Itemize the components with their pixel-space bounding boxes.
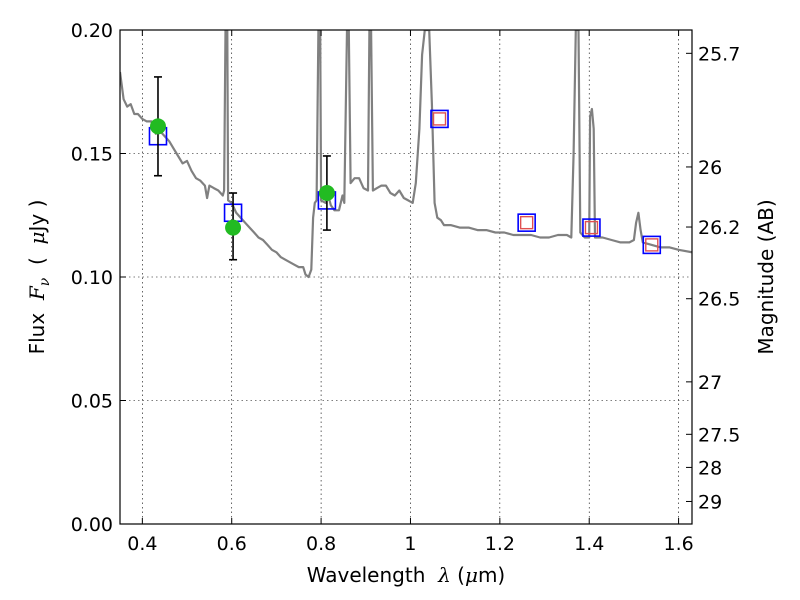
observed-limit-square bbox=[519, 215, 534, 230]
y2-tick-label: 27.5 bbox=[698, 424, 740, 446]
x-tick-label: 0.4 bbox=[127, 533, 157, 555]
observed-photometry-point bbox=[318, 185, 335, 202]
x-tick-label: 1.6 bbox=[663, 533, 693, 555]
x-tick-label: 0.6 bbox=[217, 533, 247, 555]
y-axis-label-unit-mu: μ bbox=[25, 231, 49, 244]
marker-layer bbox=[148, 76, 662, 261]
observed-limit-square bbox=[584, 220, 599, 235]
x-tick-label: 1.4 bbox=[574, 533, 604, 555]
y-axis-label-subscript: ν bbox=[37, 277, 53, 286]
observed-photometry-point bbox=[149, 118, 166, 135]
x-axis-label-prefix: Wavelength bbox=[307, 563, 438, 587]
y2-tick-label: 26.5 bbox=[698, 289, 740, 311]
x-tick-label: 1 bbox=[404, 533, 416, 555]
y-axis-label: Flux Fν ( μJy ) bbox=[25, 200, 53, 355]
ticks: 0.4 0.6 0.8 1 1.2 1.4 1.6 0.00 0.05 0.10 0.15 0.20 2… bbox=[71, 20, 741, 555]
x-axis-label: Wavelength λ (μm) bbox=[307, 563, 506, 587]
y-tick-label: 0.10 bbox=[71, 267, 113, 289]
y-axis-label-unit-close: Jy ) bbox=[25, 200, 49, 234]
x-axis-label-symbol: λ bbox=[437, 563, 451, 587]
y-tick-label: 0.00 bbox=[71, 514, 113, 536]
y2-tick-label: 26.2 bbox=[698, 217, 740, 239]
y2-tick-label: 29 bbox=[698, 491, 722, 513]
observed-photometry-point bbox=[225, 219, 242, 236]
x-axis-label-unit-open: ( bbox=[451, 563, 465, 587]
model-photometry-square bbox=[642, 235, 662, 255]
model-photometry-square bbox=[517, 213, 536, 232]
y2-tick-label: 25.7 bbox=[698, 43, 740, 65]
y2-tick-label: 26 bbox=[698, 157, 722, 179]
y-tick-label: 0.05 bbox=[71, 391, 113, 413]
y-tick-label: 0.15 bbox=[71, 144, 113, 166]
y2-tick-label: 27 bbox=[698, 372, 722, 394]
model-photometry-square bbox=[582, 218, 601, 237]
y-axis-label-symbol: F bbox=[25, 285, 49, 301]
spectrum-line bbox=[120, 30, 692, 279]
y2-axis-label: Magnitude (AB) bbox=[754, 199, 778, 354]
x-axis-label-unit-close: m) bbox=[478, 563, 505, 587]
x-axis-label-unit-mu: μ bbox=[465, 563, 478, 587]
y-axis-label-prefix: Flux bbox=[25, 300, 49, 354]
x-tick-label: 1.2 bbox=[485, 533, 515, 555]
data-layer bbox=[120, 30, 692, 279]
model-photometry-square bbox=[430, 109, 449, 129]
y-tick-label: 0.20 bbox=[71, 20, 113, 42]
observed-limit-square bbox=[432, 112, 447, 126]
observed-limit-square bbox=[645, 238, 659, 252]
x-tick-label: 0.8 bbox=[306, 533, 336, 555]
y2-tick-label: 28 bbox=[698, 457, 722, 479]
y-axis-label-unit-open: ( bbox=[25, 244, 49, 277]
